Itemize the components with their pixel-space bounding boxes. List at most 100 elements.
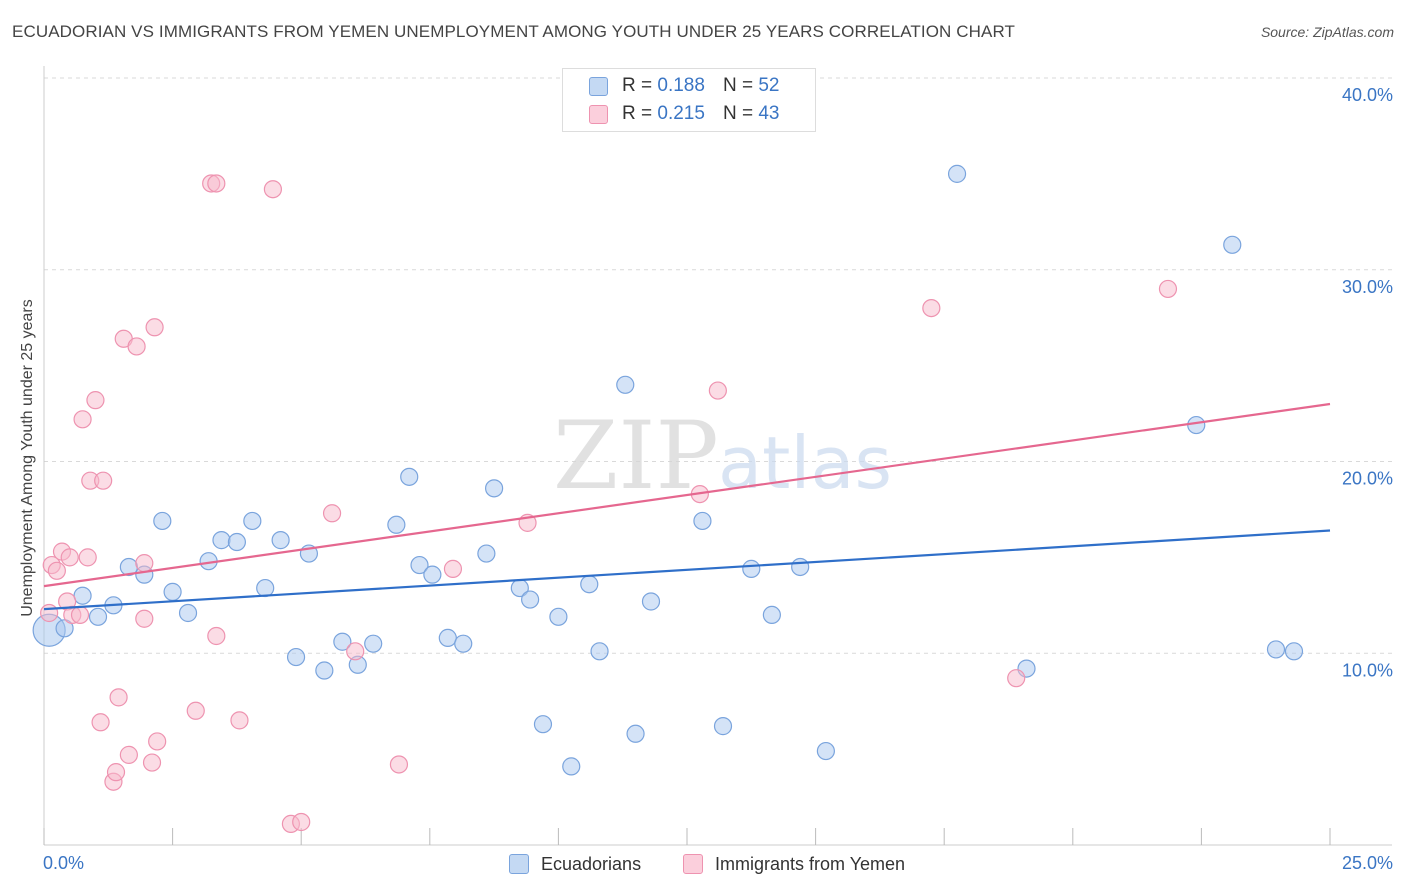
point-ecuadorians xyxy=(590,642,609,661)
series-yemen-points xyxy=(40,174,1178,834)
series-legend: Ecuadorians Immigrants from Yemen xyxy=(0,852,1406,876)
watermark: ZIP atlas xyxy=(553,402,892,511)
point-yemen xyxy=(1007,669,1026,688)
point-yemen xyxy=(47,561,66,580)
point-ecuadorians xyxy=(387,515,406,534)
point-ecuadorians xyxy=(423,565,442,584)
point-yemen xyxy=(91,713,110,732)
point-yemen xyxy=(60,548,79,567)
point-yemen xyxy=(922,299,941,318)
legend-row-ecuadorians: R = 0.188 N = 52 xyxy=(589,74,779,98)
legend-r-label: R = xyxy=(622,103,653,124)
correlation-legend: R = 0.188 N = 52 R = 0.215 N = 43 xyxy=(562,68,816,132)
legend-swatch-blue xyxy=(509,854,529,874)
point-ecuadorians xyxy=(163,582,182,601)
point-ecuadorians xyxy=(88,607,108,626)
point-yemen xyxy=(207,626,226,646)
point-ecuadorians xyxy=(693,511,712,531)
point-yemen xyxy=(708,381,727,400)
point-ecuadorians xyxy=(580,575,599,594)
point-ecuadorians xyxy=(153,511,172,531)
y-tick-label: 30.0% xyxy=(1342,277,1393,297)
point-ecuadorians xyxy=(549,607,568,626)
watermark-atlas: atlas xyxy=(718,421,892,505)
legend-n-label: N = xyxy=(722,103,754,124)
point-ecuadorians xyxy=(1187,415,1206,435)
x-tick-label: 0.0% xyxy=(43,853,84,873)
legend-swatch-pink xyxy=(589,104,608,124)
point-ecuadorians xyxy=(178,603,198,623)
point-ecuadorians xyxy=(1223,235,1242,254)
point-yemen xyxy=(127,337,146,356)
point-ecuadorians xyxy=(438,628,457,648)
legend-item-ecuadorians[interactable]: Ecuadorians xyxy=(509,852,641,876)
point-ecuadorians xyxy=(271,531,290,550)
point-yemen xyxy=(443,559,463,578)
point-ecuadorians xyxy=(1284,642,1304,661)
axes xyxy=(43,66,1392,846)
legend-n-label: N = xyxy=(722,75,754,96)
y-tick-label: 10.0% xyxy=(1342,660,1393,680)
y-tick-label: 40.0% xyxy=(1342,85,1393,105)
point-ecuadorians xyxy=(410,555,429,575)
point-yemen xyxy=(322,504,342,523)
legend-swatch-pink xyxy=(683,854,703,874)
legend-r-value: 0.188 xyxy=(657,75,705,96)
point-ecuadorians xyxy=(533,715,553,734)
trend-line-yemen xyxy=(43,402,1331,588)
point-ecuadorians xyxy=(400,467,419,486)
point-ecuadorians xyxy=(947,164,967,183)
trend-lines xyxy=(43,402,1331,611)
point-yemen xyxy=(142,753,162,772)
legend-label-ecuadorians: Ecuadorians xyxy=(541,853,642,874)
point-ecuadorians xyxy=(742,559,761,578)
point-ecuadorians xyxy=(333,632,352,651)
point-ecuadorians xyxy=(73,586,92,605)
legend-label-yemen: Immigrants from Yemen xyxy=(715,853,906,874)
point-yemen xyxy=(145,318,164,337)
source-label: Source: ZipAtlas.com xyxy=(1260,24,1394,40)
point-ecuadorians xyxy=(626,724,645,743)
point-ecuadorians xyxy=(256,578,275,598)
point-yemen xyxy=(346,642,365,661)
tick-labels: 10.0% 20.0% 30.0% 40.0% 0.0% 25.0% xyxy=(43,85,1393,873)
legend-r-value: 0.215 xyxy=(657,103,705,124)
legend-item-yemen[interactable]: Immigrants from Yemen xyxy=(683,852,905,876)
point-ecuadorians xyxy=(286,647,306,667)
point-ecuadorians xyxy=(55,619,74,638)
point-yemen xyxy=(230,711,249,730)
point-yemen xyxy=(70,605,90,625)
legend-swatch-blue xyxy=(589,76,608,96)
legend-n-value: 43 xyxy=(758,103,780,124)
point-ecuadorians xyxy=(243,511,262,531)
legend-n-value: 52 xyxy=(758,75,780,96)
point-ecuadorians xyxy=(485,479,504,498)
point-yemen xyxy=(86,391,105,410)
point-yemen xyxy=(135,609,154,628)
point-ecuadorians xyxy=(1266,640,1286,659)
legend-row-yemen: R = 0.215 N = 43 xyxy=(589,102,779,126)
point-yemen xyxy=(94,471,113,490)
point-ecuadorians xyxy=(562,757,581,776)
series-ecuadorians-points xyxy=(32,164,1304,776)
gridlines xyxy=(44,77,1392,654)
trend-line-ecuadorians xyxy=(43,529,1331,611)
point-ecuadorians xyxy=(364,634,383,653)
x-tick-label: 25.0% xyxy=(1342,853,1393,873)
point-ecuadorians xyxy=(713,717,733,736)
point-ecuadorians xyxy=(454,634,473,653)
point-ecuadorians xyxy=(212,531,231,550)
point-ecuadorians xyxy=(816,741,835,761)
point-ecuadorians xyxy=(762,605,781,625)
point-yemen xyxy=(148,732,167,751)
point-yemen xyxy=(40,603,59,623)
point-ecuadorians xyxy=(616,375,635,394)
point-ecuadorians xyxy=(791,557,810,577)
point-ecuadorians xyxy=(521,590,540,609)
point-yemen xyxy=(73,410,92,429)
point-ecuadorians xyxy=(227,532,246,552)
point-yemen xyxy=(135,554,154,573)
point-yemen xyxy=(389,755,409,774)
point-yemen xyxy=(106,763,126,782)
